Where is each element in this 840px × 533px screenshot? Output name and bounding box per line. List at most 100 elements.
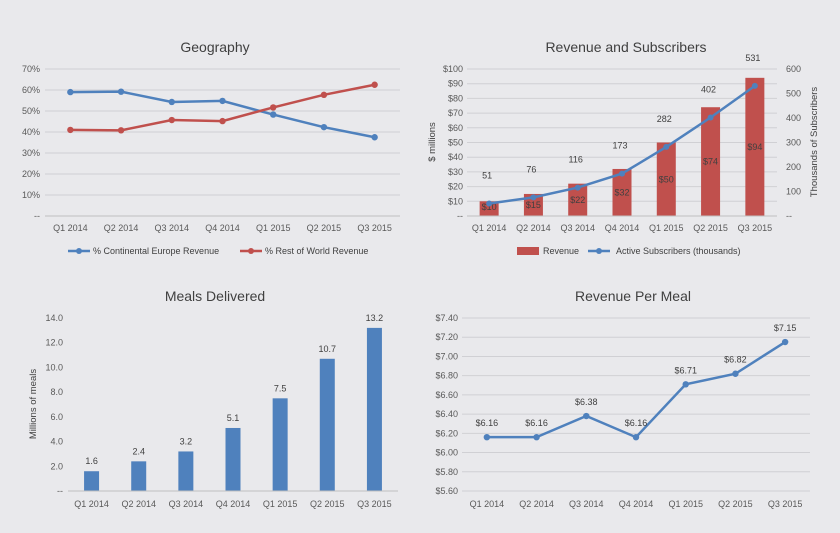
y-tick-label: $6.00	[435, 448, 458, 458]
revenue-bar-label: $10	[482, 202, 497, 212]
y-tick-label: 20%	[22, 169, 40, 179]
x-tick-label: Q1 2014	[472, 223, 507, 233]
subscribers-point	[619, 170, 625, 177]
revenue-bar	[568, 183, 588, 216]
y2-tick-label: 500	[786, 89, 801, 99]
x-tick-label: Q3 2015	[357, 223, 392, 233]
subscribers-point	[574, 184, 581, 191]
x-tick-label: Q4 2014	[205, 223, 240, 233]
y-tick-label: $6.80	[435, 371, 458, 381]
y-tick-label: 4.0	[50, 437, 63, 447]
rpm-point	[732, 370, 739, 377]
x-tick-label: Q2 2015	[307, 223, 342, 233]
rpm-point	[781, 338, 789, 346]
x-tick-label: Q1 2014	[74, 499, 109, 509]
revenue-bar-label: $32	[614, 187, 629, 197]
y2-tick-label: 100	[786, 187, 801, 197]
data-point	[67, 126, 74, 134]
y-tick-label: $7.40	[435, 313, 458, 323]
y-tick-label: 40%	[22, 127, 40, 137]
subscribers-label: 116	[569, 155, 583, 165]
y-tick-label: $50	[448, 138, 463, 148]
meals-bar	[272, 398, 288, 491]
x-tick-label: Q4 2014	[619, 499, 654, 509]
y2-tick-label: 600	[786, 64, 801, 74]
y-tick-label: --	[57, 486, 63, 496]
revenue-bar-label: $22	[570, 195, 585, 205]
y-tick-label: --	[34, 211, 40, 221]
legend-label-revenue: Revenue	[543, 246, 579, 256]
meals-bar	[319, 358, 335, 491]
y2-tick-label: 200	[786, 162, 801, 172]
meals-bar-label: 2.4	[132, 446, 145, 456]
data-point	[320, 91, 328, 99]
rpm-label: $6.38	[575, 397, 598, 407]
data-point	[117, 88, 125, 95]
data-point	[219, 117, 226, 125]
meals-bar-label: 5.1	[227, 413, 240, 423]
subscribers-point	[663, 143, 670, 150]
legend-marker	[76, 248, 82, 254]
x-tick-label: Q3 2014	[155, 223, 190, 233]
meals-bar	[84, 471, 100, 491]
x-tick-label: Q3 2014	[560, 223, 595, 233]
rpm-point	[632, 433, 640, 441]
x-tick-label: Q2 2014	[519, 499, 554, 509]
rpm-label: $6.16	[525, 418, 548, 428]
subscribers-label: 531	[745, 53, 760, 63]
y-tick-label: $20	[448, 182, 463, 192]
revenue-bar	[523, 193, 543, 216]
data-point	[219, 97, 226, 105]
revenue-bar-label: $94	[747, 142, 762, 152]
y-tick-label: $5.60	[435, 486, 458, 496]
x-tick-label: Q2 2015	[718, 499, 753, 509]
meals-bar-label: 1.6	[85, 456, 98, 466]
revenue-bar	[656, 142, 676, 216]
data-point	[168, 116, 175, 124]
y-tick-label: 8.0	[50, 387, 63, 397]
x-tick-label: Q1 2015	[256, 223, 291, 233]
meals-bar-label: 7.5	[274, 383, 287, 393]
y-tick-label: 14.0	[45, 313, 63, 323]
subscribers-point	[751, 82, 758, 89]
y-tick-label: 6.0	[50, 412, 63, 422]
y-tick-label: $30	[448, 167, 463, 177]
x-tick-label: Q2 2014	[516, 223, 551, 233]
rpm-point	[533, 433, 540, 441]
x-tick-label: Q3 2015	[738, 223, 773, 233]
subscribers-point	[707, 114, 714, 121]
y-axis-title: $ millions	[427, 122, 438, 162]
rpm-point	[483, 433, 491, 441]
y2-axis-title: Thousands of Subscribers	[809, 87, 820, 198]
revenue-bar	[701, 107, 721, 216]
legend-marker-subscribers	[596, 248, 602, 254]
legend-label: % Rest of World Revenue	[265, 246, 368, 256]
revenue-bar-label: $15	[526, 200, 541, 210]
chart-title: Revenue and Subscribers	[545, 39, 706, 55]
revenue-bar-label: $74	[703, 157, 718, 167]
meals-bar-label: 3.2	[180, 436, 193, 446]
chart-title: Revenue Per Meal	[575, 288, 691, 304]
x-tick-label: Q1 2015	[668, 499, 703, 509]
revenue-bar	[745, 77, 765, 216]
meals-bar	[366, 327, 382, 491]
revenue-subscribers-chart: Revenue and Subscribers -- $10 $20 $30 $40 $50…	[420, 0, 840, 266]
data-point	[168, 98, 175, 106]
legend-label: % Continental Europe Revenue	[93, 246, 219, 256]
subscribers-point	[530, 194, 537, 201]
y-tick-label: 70%	[22, 64, 40, 74]
y-tick-label: $6.40	[435, 409, 458, 419]
x-tick-label: Q3 2014	[169, 499, 204, 509]
subscribers-label: 173	[612, 141, 627, 151]
revenue-bar-label: $50	[659, 174, 674, 184]
revenue-bar	[479, 201, 499, 216]
rpm-label: $6.16	[625, 418, 648, 428]
meals-delivered-chart-svg: Meals Delivered -- 2.0 4.0 6.0 8.0 10.0 12.0 14.…	[28, 288, 398, 509]
data-point	[270, 104, 277, 111]
data-point	[67, 88, 74, 96]
rpm-point	[682, 381, 689, 388]
data-point	[320, 123, 328, 131]
y-tick-label: 10%	[22, 190, 40, 200]
x-tick-label: Q1 2014	[470, 499, 505, 509]
subscribers-label: 76	[526, 164, 536, 174]
